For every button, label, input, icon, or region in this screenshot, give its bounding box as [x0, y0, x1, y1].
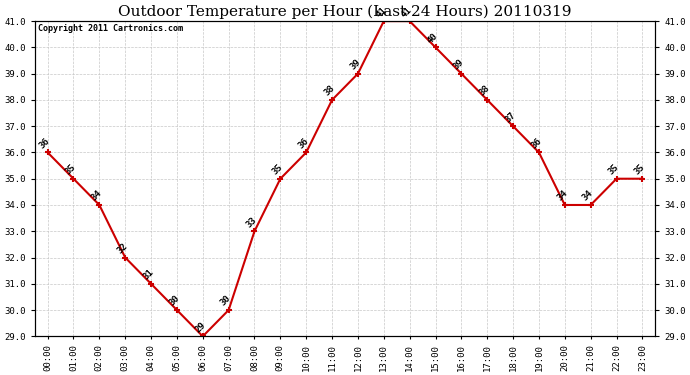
- Text: 39: 39: [348, 57, 362, 72]
- Text: 30: 30: [219, 294, 233, 308]
- Text: 34: 34: [555, 189, 569, 203]
- Text: 39: 39: [452, 57, 466, 72]
- Text: 34: 34: [90, 189, 104, 203]
- Text: 35: 35: [607, 163, 621, 177]
- Text: 36: 36: [297, 136, 310, 150]
- Text: 38: 38: [477, 84, 491, 98]
- Text: 33: 33: [245, 215, 259, 229]
- Text: 30: 30: [167, 294, 181, 308]
- Text: 38: 38: [322, 84, 336, 98]
- Text: 41: 41: [374, 5, 388, 19]
- Text: 36: 36: [529, 136, 543, 150]
- Text: 35: 35: [270, 163, 284, 177]
- Text: 31: 31: [141, 268, 155, 282]
- Text: 35: 35: [633, 163, 647, 177]
- Text: 29: 29: [193, 320, 207, 334]
- Text: 37: 37: [504, 110, 518, 124]
- Text: 41: 41: [400, 5, 414, 19]
- Text: 34: 34: [581, 189, 595, 203]
- Text: 40: 40: [426, 31, 440, 45]
- Text: Copyright 2011 Cartronics.com: Copyright 2011 Cartronics.com: [38, 24, 183, 33]
- Text: 35: 35: [63, 163, 78, 177]
- Text: 32: 32: [115, 242, 130, 255]
- Text: 36: 36: [38, 136, 52, 150]
- Title: Outdoor Temperature per Hour (Last 24 Hours) 20110319: Outdoor Temperature per Hour (Last 24 Ho…: [118, 4, 572, 18]
